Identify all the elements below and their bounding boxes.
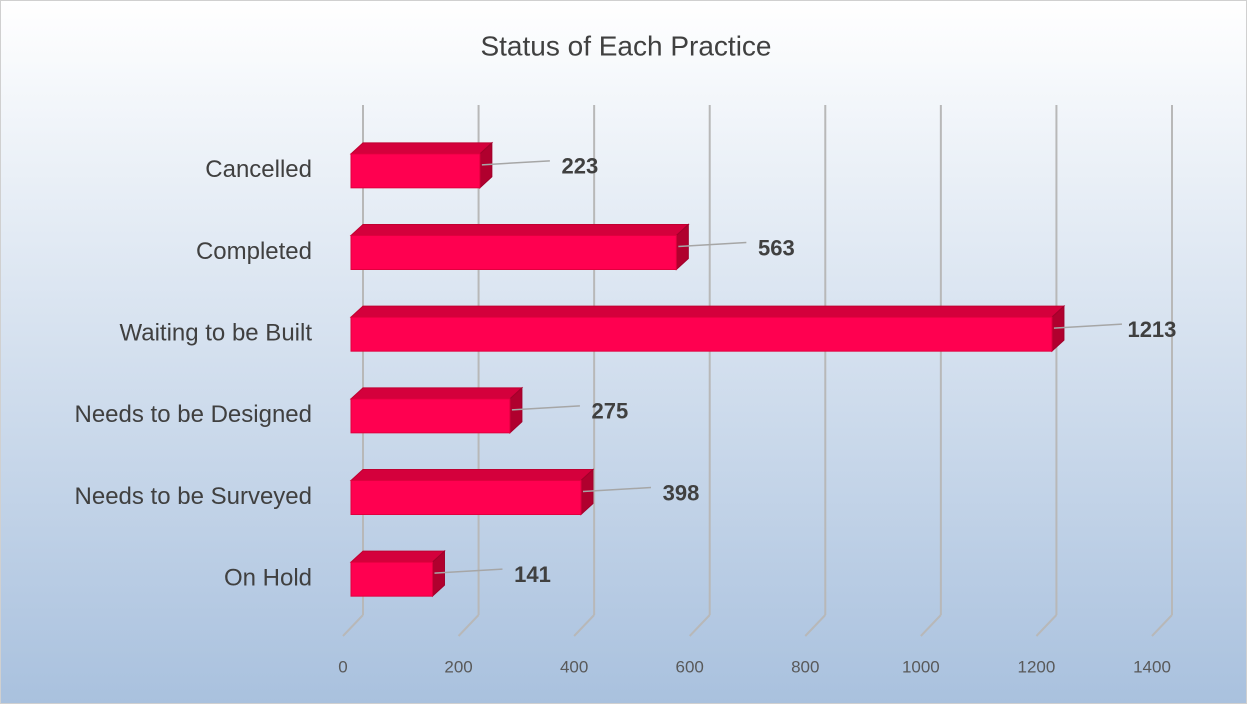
leader-line [678,241,747,248]
data-label: 1213 [1127,317,1176,342]
bar-top [349,142,494,155]
bar [350,153,481,189]
floor-line [920,614,942,637]
floor-line [688,614,711,637]
floor-line [342,614,364,637]
data-label: 563 [758,235,795,260]
bar-top [349,550,446,563]
x-tick-label: 200 [444,657,472,676]
data-label: 275 [592,399,629,424]
bar-top [349,387,524,400]
leader-line [434,568,503,574]
bar [350,398,511,434]
y-tick-label: Needs to be Designed [75,401,313,428]
bar-top [349,469,595,481]
floor-line [573,614,595,637]
x-tick-label: 0 [338,657,347,676]
y-tick-label: On Hold [224,565,312,592]
x-tick-label: 1400 [1133,657,1171,676]
bar [350,561,433,597]
leader-line [1053,323,1122,329]
floor-line [1035,614,1058,637]
x-tick-label: 800 [791,657,819,676]
floor-line [457,614,480,637]
leader-line [481,160,550,166]
leader-line [511,405,580,411]
y-tick-label: Waiting to be Built [119,320,312,347]
bar-top [349,305,1066,318]
y-tick-label: Completed [196,238,312,265]
y-tick-label: Cancelled [205,156,312,183]
bar [350,235,677,270]
data-label: 141 [514,562,551,587]
x-tick-label: 600 [676,657,704,676]
bar [350,316,1053,352]
data-label: 223 [562,154,599,179]
chart-title: Status of Each Practice [480,30,771,61]
data-label: 398 [663,480,700,505]
bar-top [349,224,690,236]
y-tick-label: Needs to be Surveyed [75,483,312,510]
floor-line [804,614,827,637]
x-tick-label: 1200 [1018,657,1056,676]
floor-line [1151,614,1173,637]
bar [350,480,582,515]
x-tick-label: 1000 [902,657,940,676]
leader-line [582,486,652,493]
x-tick-label: 400 [560,657,588,676]
